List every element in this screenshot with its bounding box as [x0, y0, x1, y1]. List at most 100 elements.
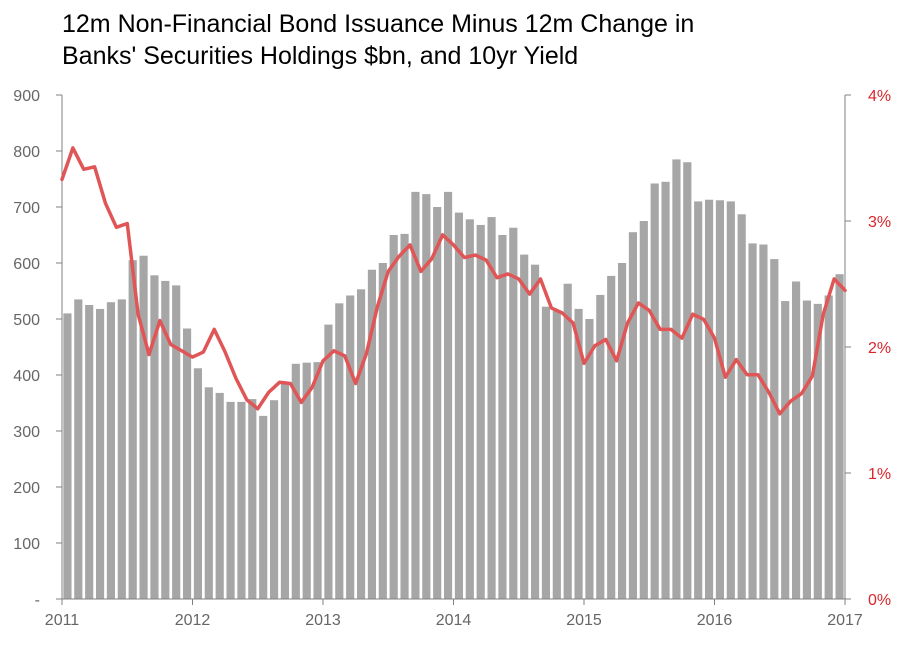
bar [63, 313, 72, 599]
x-tick-label: 2012 [175, 612, 211, 629]
bar [628, 232, 638, 599]
x-tick-label: 2017 [827, 612, 863, 629]
y-right-tick-label: 4% [868, 88, 891, 105]
bar [182, 328, 192, 599]
bar [813, 303, 822, 599]
bar [617, 263, 627, 599]
bar [411, 191, 420, 599]
bar [596, 294, 605, 599]
y-right-tick-label: 2% [868, 340, 891, 357]
y-left-tick-label: 700 [13, 200, 40, 217]
bar [150, 275, 159, 599]
bar [161, 280, 170, 599]
bar-series [63, 159, 844, 600]
bar [172, 285, 181, 599]
bar [280, 383, 290, 599]
y-right-tick-label: 3% [868, 214, 891, 231]
chart-title: 12m Non-Financial Bond Issuance Minus 12… [62, 8, 882, 72]
chart-title-line-1: 12m Non-Financial Bond Issuance Minus 12… [62, 10, 695, 38]
chart-title-line-2: Banks' Securities Holdings $bn, and 10yr… [62, 42, 579, 70]
x-tick-label: 2013 [305, 612, 341, 629]
bar [835, 274, 844, 599]
bar [346, 295, 355, 599]
bar [389, 235, 398, 599]
bar [770, 259, 779, 599]
bar [704, 199, 714, 599]
bar [139, 255, 148, 599]
y-right-tick-label: 1% [868, 466, 891, 483]
bar [248, 399, 257, 599]
bar [454, 212, 464, 599]
bar [400, 233, 409, 599]
bar [650, 183, 659, 600]
bar [552, 310, 561, 599]
bar [95, 308, 105, 599]
bar [324, 324, 333, 599]
bar [226, 401, 235, 599]
bar [802, 300, 812, 599]
bar [824, 295, 833, 599]
bar [748, 243, 757, 599]
bar [85, 305, 94, 599]
bar [791, 281, 801, 599]
bar [520, 254, 529, 599]
x-tick-label: 2011 [45, 612, 80, 629]
y-left-tick-label: 600 [13, 256, 40, 273]
bar [563, 283, 572, 599]
bar [661, 181, 670, 600]
bar [781, 301, 790, 599]
bar [541, 306, 551, 599]
x-tick-label: 2015 [566, 612, 602, 629]
bar [639, 221, 648, 599]
bar [378, 263, 387, 599]
bar [476, 224, 485, 600]
y-left-tick-label: 800 [13, 144, 40, 161]
y-left-tick-label: 400 [13, 368, 40, 385]
bar [204, 387, 213, 599]
bar [356, 289, 366, 599]
bar [726, 201, 735, 599]
y-left-tick-label: 200 [13, 480, 40, 497]
bar [313, 362, 322, 599]
x-tick-label: 2014 [436, 612, 472, 629]
bar [759, 244, 768, 599]
bar [259, 415, 268, 599]
y-left-tick-label: 300 [13, 424, 40, 441]
bar [193, 368, 203, 599]
bar [117, 299, 126, 599]
tick-labels: - 100 200 300 400 500 600 700 800 900 0% 1% 2% 3% 4% 20… [13, 88, 891, 629]
line-series [60, 146, 847, 416]
y-right-tick-label: 0% [868, 592, 891, 609]
bar [694, 201, 703, 599]
bar [269, 400, 279, 599]
bar [715, 200, 725, 599]
bar [672, 159, 681, 599]
bar [291, 363, 300, 599]
bar [574, 308, 583, 599]
bar [509, 227, 518, 599]
bar [215, 392, 224, 599]
y-left-tick-label: 500 [13, 312, 40, 329]
bar [433, 207, 442, 599]
bar [487, 217, 496, 599]
bar [422, 194, 431, 599]
bar [737, 214, 746, 599]
bar [498, 235, 507, 599]
y-left-tick-label: - [35, 592, 40, 609]
bar [465, 219, 474, 599]
bar [128, 260, 137, 599]
bar [302, 362, 311, 599]
bar [530, 264, 540, 599]
bar [335, 303, 344, 599]
bar [74, 299, 83, 599]
y-left-tick-label: 900 [13, 88, 40, 105]
bar [683, 162, 692, 599]
bar [237, 401, 246, 599]
bar [607, 275, 616, 599]
bar [367, 269, 377, 599]
bar [585, 319, 594, 599]
yield-line [60, 146, 847, 416]
bar [443, 191, 453, 599]
y-left-tick-label: 100 [13, 536, 40, 553]
